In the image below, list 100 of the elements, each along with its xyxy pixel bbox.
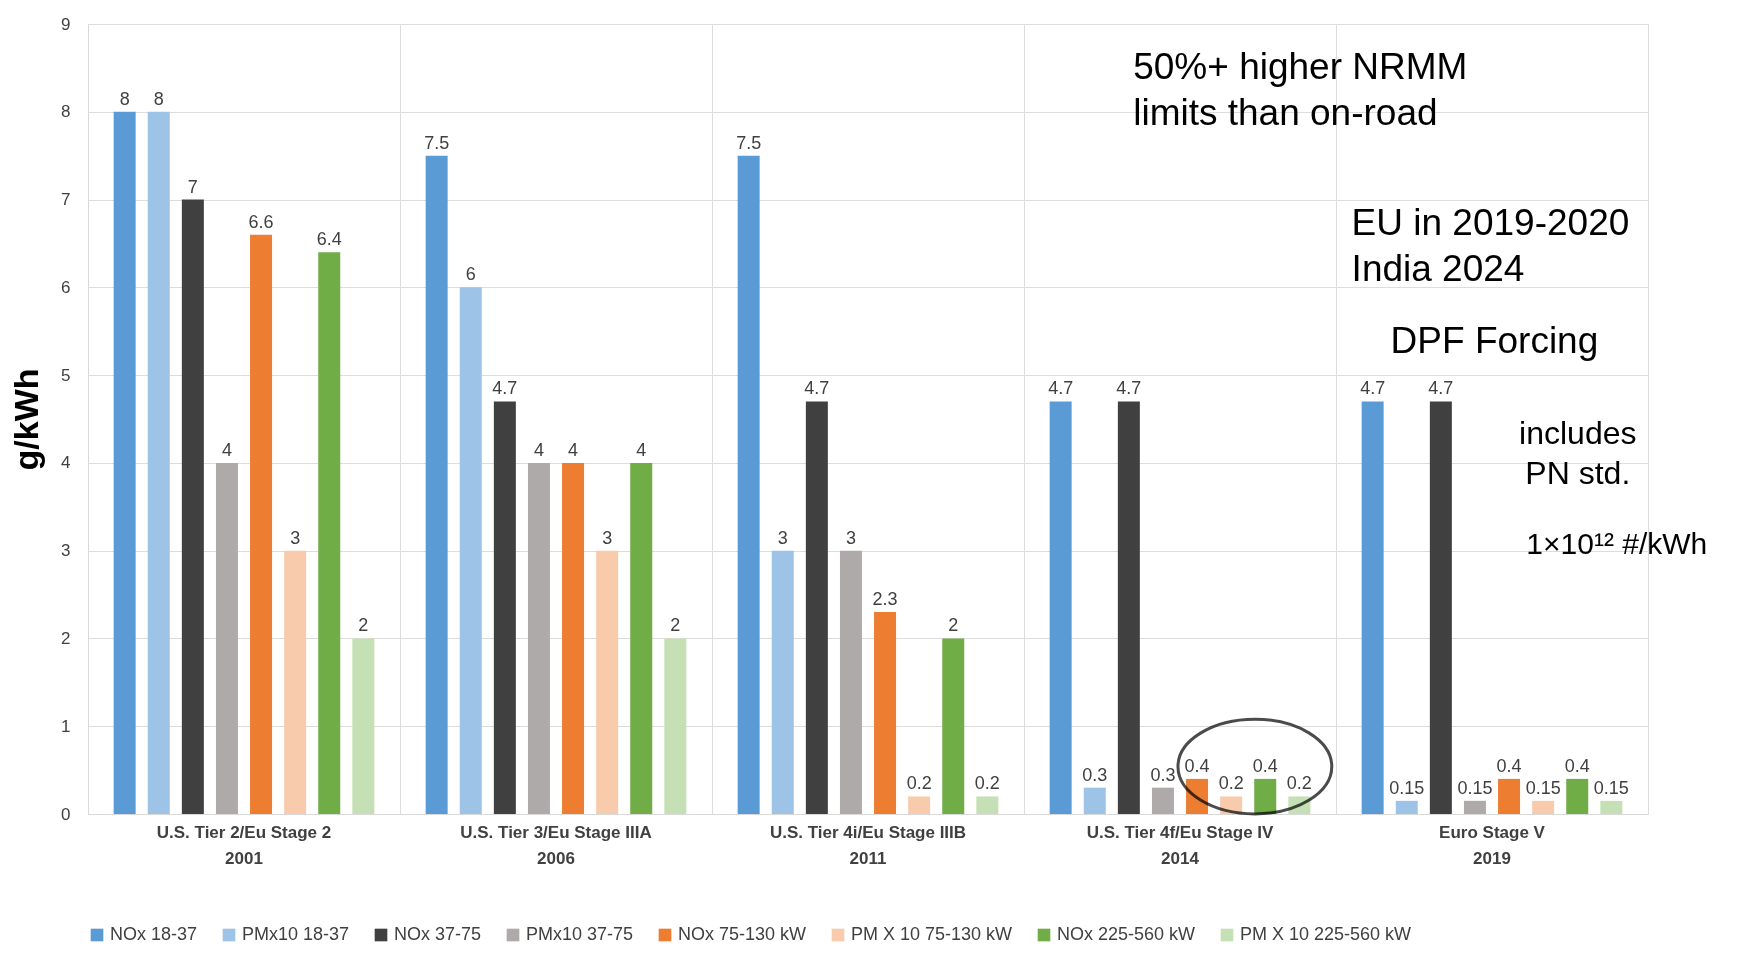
data-label: 2 [948, 615, 959, 636]
bar [664, 638, 687, 814]
bar [596, 550, 619, 814]
legend-label: PM X 10 225-560 kW [1240, 924, 1412, 944]
x-tick-label: U.S. Tier 4f/Eu Stage IV 2014 [1086, 822, 1275, 868]
data-label: 4.7 [1048, 378, 1074, 399]
bar [215, 462, 238, 814]
legend-label: PM X 10 75-130 kW [851, 924, 1013, 944]
bar [113, 111, 136, 814]
legend-label: NOx 18-37 [110, 924, 198, 944]
legend-label: NOx 225-560 kW [1057, 924, 1196, 944]
bar [630, 462, 653, 814]
bar [425, 155, 448, 814]
bar [908, 796, 931, 814]
bar [459, 287, 482, 814]
annotation: 50%+ higher NRMM limits than on-road [1133, 46, 1468, 134]
data-label: 4 [568, 439, 579, 460]
bar [1151, 787, 1174, 814]
data-label: 0.2 [974, 773, 1000, 794]
data-label: 4 [533, 439, 544, 460]
bar [1498, 778, 1521, 814]
bar [839, 550, 862, 814]
bar [250, 234, 273, 814]
legend-label: NOx 37-75 [394, 924, 482, 944]
data-label: 0.15 [1593, 777, 1629, 798]
data-label: 6.6 [248, 211, 274, 232]
data-label: 4 [636, 439, 647, 460]
bar [1361, 401, 1384, 814]
annotation: DPF Forcing [1390, 320, 1599, 362]
annotation: includes PN std. [1519, 415, 1637, 491]
data-label: 4.7 [804, 378, 830, 399]
y-tick-label: 7 [61, 190, 71, 210]
bar [352, 638, 375, 814]
bar [318, 252, 341, 814]
data-label: 0.4 [1184, 755, 1210, 776]
data-label: 3 [845, 527, 856, 548]
y-tick-label: 9 [61, 14, 71, 34]
data-label: 3 [290, 527, 301, 548]
bar [737, 155, 760, 814]
x-tick-label: U.S. Tier 2/Eu Stage 2 2001 [156, 822, 332, 868]
bar [1429, 401, 1452, 814]
bar [181, 199, 204, 814]
bar [1049, 401, 1072, 814]
data-label: 0.4 [1252, 755, 1278, 776]
bar [1532, 800, 1555, 814]
y-tick-label: 1 [61, 716, 71, 736]
data-label: 2 [358, 615, 369, 636]
data-label: 4.7 [1116, 378, 1142, 399]
bar [284, 550, 307, 814]
data-label: 7.5 [736, 132, 762, 153]
y-tick-label: 3 [61, 541, 71, 561]
bar [1117, 401, 1140, 814]
bar [874, 612, 897, 814]
legend-label: NOx 75-130 kW [678, 924, 807, 944]
y-axis-title: g/kWh [7, 368, 46, 471]
data-label: 2.3 [872, 589, 898, 610]
y-tick-label: 2 [61, 628, 71, 648]
bar [771, 550, 794, 814]
y-tick-label: 6 [61, 277, 71, 297]
data-label: 0.15 [1457, 777, 1493, 798]
x-tick-label: U.S. Tier 4i/Eu Stage IIIB 2011 [769, 822, 967, 868]
data-label: 8 [119, 88, 130, 109]
data-label: 4.7 [1360, 378, 1386, 399]
data-label: 0.2 [906, 773, 932, 794]
data-label: 3 [777, 527, 788, 548]
bar [562, 462, 585, 814]
data-label: 0.15 [1525, 777, 1561, 798]
annotation: 1×10¹² #/kWh [1526, 526, 1708, 560]
x-tick-label: U.S. Tier 3/Eu Stage IIIA 2006 [460, 822, 652, 868]
legend-label: PMx10 18-37 [242, 924, 350, 944]
data-label: 0.3 [1082, 764, 1108, 785]
data-label: 6 [465, 264, 476, 285]
data-label: 4 [221, 439, 232, 460]
y-tick-label: 0 [61, 804, 71, 824]
bar [1395, 800, 1418, 814]
x-tick-label: Euro Stage V 2019 [1439, 822, 1546, 868]
data-label: 0.15 [1389, 777, 1425, 798]
data-label: 4.7 [1428, 378, 1454, 399]
y-tick-label: 5 [61, 365, 71, 385]
bar [1600, 800, 1623, 814]
bar [942, 638, 965, 814]
bar [1254, 778, 1277, 814]
bar [1463, 800, 1486, 814]
data-label: 7 [187, 176, 198, 197]
data-label: 0.2 [1286, 773, 1312, 794]
data-label: 0.4 [1496, 755, 1522, 776]
bar [147, 111, 170, 814]
bar [805, 401, 828, 814]
data-label: 0.3 [1150, 764, 1176, 785]
bar [527, 462, 550, 814]
y-tick-label: 8 [61, 102, 71, 122]
data-label: 6.4 [316, 229, 342, 250]
y-tick-label: 4 [61, 453, 71, 473]
bar [1083, 787, 1106, 814]
data-label: 0.2 [1218, 773, 1244, 794]
bar [493, 401, 516, 814]
data-label: 0.4 [1564, 755, 1590, 776]
data-label: 4.7 [492, 378, 518, 399]
data-label: 8 [153, 88, 164, 109]
data-label: 2 [670, 615, 681, 636]
